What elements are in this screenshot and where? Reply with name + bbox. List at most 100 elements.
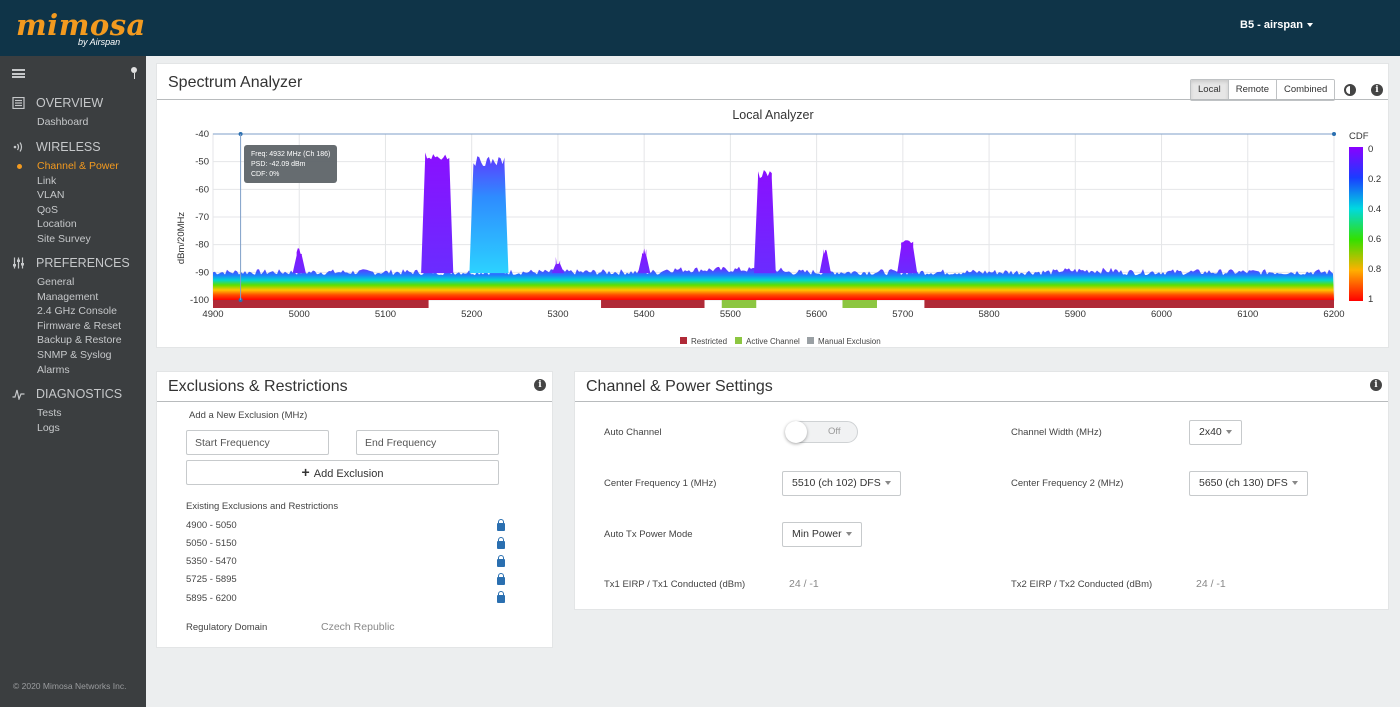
sidebar-item-logs[interactable]: Logs [37,421,60,434]
colorbar-tick-label: 0 [1368,144,1373,155]
x-tick-label: 5600 [806,309,827,320]
signal-peak [421,152,454,274]
diagnostics-icon [12,389,25,400]
sidebar-item-firmware-reset[interactable]: Firmware & Reset [37,319,122,332]
auto-channel-toggle[interactable]: Off [785,421,858,443]
sidebar-item-location[interactable]: Location [37,218,77,231]
sidebar-item-general[interactable]: General [37,276,75,288]
band-restricted [601,300,705,308]
sidebar-heading-diagnostics[interactable]: DIAGNOSTICS [0,384,146,404]
channel-width-select[interactable]: 2x40 [1189,420,1242,445]
info-icon[interactable]: i [1371,84,1383,96]
pin-icon[interactable] [130,67,138,79]
sidebar-item-tests[interactable]: Tests [37,407,62,419]
exclusion-range: 5895 - 6200 [186,593,237,604]
y-tick-label: -50 [195,157,209,168]
sidebar-item-channel-power[interactable]: Channel & Power [0,159,146,174]
analyzer-view-toggle: Local Remote Combined [1190,79,1336,101]
sidebar-item-alarms[interactable]: Alarms [37,363,70,376]
sidebar-section-diagnostics: DIAGNOSTICS Tests Logs [0,384,146,435]
x-tick-label: 4900 [202,309,223,320]
cursor-handle-end [1332,132,1336,136]
legend-label: Manual Exclusion [818,337,881,346]
sidebar-heading-label: OVERVIEW [36,96,104,110]
panel-divider [157,401,552,402]
colorbar-ticks: 0 0.2 0.4 0.6 0.8 1 [1368,144,1381,305]
signal-peak [469,156,509,274]
user-menu-dropdown[interactable]: B5 - airspan [1240,19,1313,31]
exclusions-panel: Exclusions & Restrictions i Add a New Ex… [156,371,553,648]
colorbar-tick-label: 0.4 [1368,204,1381,215]
center-frequency-2-label: Center Frequency 2 (MHz) [1011,478,1124,489]
view-combined-button[interactable]: Combined [1276,80,1335,100]
sidebar-item-site-survey[interactable]: Site Survey [37,232,91,245]
sidebar-item-console[interactable]: 2.4 GHz Console [37,305,117,318]
regulatory-domain-label: Regulatory Domain [186,622,268,633]
sidebar-section-preferences: PREFERENCES General Management 2.4 GHz C… [0,253,146,377]
legend-label: Active Channel [746,337,800,346]
menu-icon[interactable] [12,69,25,78]
sidebar-heading-wireless[interactable]: WIRELESS [0,137,146,157]
sidebar-item-dashboard[interactable]: Dashboard [37,116,89,128]
spectrum-chart[interactable]: Local Analyzer 4900 5000 5100 5200 5300 5400 5… [157,64,1390,349]
info-icon[interactable]: i [534,379,546,391]
copyright-text: © 2020 Mimosa Networks Inc. [13,681,127,691]
view-remote-button[interactable]: Remote [1228,80,1277,100]
y-tick-label: -70 [195,212,209,223]
sidebar-heading-overview[interactable]: OVERVIEW [0,93,146,113]
lock-icon [497,573,505,585]
colorbar [1349,147,1363,301]
auto-channel-state: Off [828,426,841,437]
sidebar-item-management[interactable]: Management [37,290,99,303]
info-icon[interactable]: i [1370,379,1382,391]
regulatory-domain-value: Czech Republic [321,621,395,633]
signal-peak [819,249,831,274]
tooltip-cdf: CDF: 0% [251,171,279,178]
lock-icon [497,537,505,549]
chevron-down-icon [884,481,891,486]
lock-icon [497,591,505,603]
add-exclusion-label: Add Exclusion [313,468,384,480]
mimosa-logo[interactable]: mimosa by Airspan [16,8,145,50]
sidebar-item-backup-restore[interactable]: Backup & Restore [37,334,122,347]
tx2-eirp-label: Tx2 EIRP / Tx2 Conducted (dBm) [1011,579,1153,590]
spectrum-analyzer-panel: Spectrum Analyzer Local Remote Combined … [156,63,1389,348]
view-local-button[interactable]: Local [1191,80,1229,100]
contrast-icon[interactable] [1344,84,1356,96]
y-tick-label: -60 [195,184,209,195]
x-tick-label: 5300 [547,309,568,320]
add-exclusion-button[interactable]: + Add Exclusion [186,460,499,485]
end-frequency-input[interactable] [356,430,499,455]
sidebar-heading-preferences[interactable]: PREFERENCES [0,253,146,273]
chart-axes: 4900 5000 5100 5200 5300 5400 5500 5600 5700 5800… [190,129,1345,320]
colorbar-tick-label: 0.6 [1368,234,1381,245]
legend-swatch [807,337,814,344]
channel-power-panel: Channel & Power Settings i Auto Channel … [574,371,1389,610]
band-restricted [1070,300,1334,308]
top-header: mimosa by Airspan B5 - airspan [0,0,1400,56]
sidebar-item-link[interactable]: Link [37,174,57,187]
logo-subtext: by Airspan [78,37,121,47]
x-tick-label: 5700 [892,309,913,320]
spectrum-trace [213,152,1334,300]
x-tick-label: 5400 [634,309,655,320]
start-frequency-input[interactable] [186,430,329,455]
sidebar-item-qos[interactable]: QoS [37,203,59,216]
channel-bands [213,300,1334,308]
chevron-down-icon [1306,23,1313,28]
x-tick-label: 5900 [1065,309,1086,320]
tooltip-psd: PSD: -42.09 dBm [251,161,306,168]
x-tick-label: 6100 [1237,309,1258,320]
sidebar-item-snmp-syslog[interactable]: SNMP & Syslog [37,348,112,361]
spectrum-panel-title: Spectrum Analyzer [168,74,303,91]
user-menu-label: B5 - airspan [1240,19,1303,31]
center-frequency-1-select[interactable]: 5510 (ch 102) DFS [782,471,901,496]
existing-exclusions-label: Existing Exclusions and Restrictions [186,501,339,512]
sidebar-item-vlan[interactable]: VLAN [37,189,65,202]
sidebar-heading-label: DIAGNOSTICS [36,387,123,401]
x-tick-label: 5000 [289,309,310,320]
chevron-down-icon [1291,481,1298,486]
auto-tx-power-select[interactable]: Min Power [782,522,862,547]
center-frequency-2-select[interactable]: 5650 (ch 130) DFS [1189,471,1308,496]
overview-icon [12,97,25,109]
